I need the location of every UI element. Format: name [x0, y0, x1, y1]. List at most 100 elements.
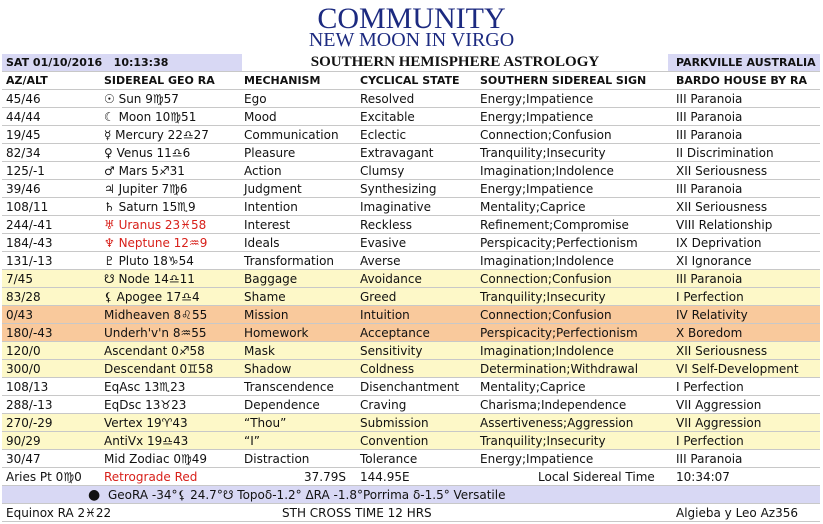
cell: Energy;Impatience — [480, 110, 594, 124]
cell: Synthesizing — [360, 182, 437, 196]
table-row — [2, 342, 820, 360]
cell: Imagination;Indolence — [480, 164, 614, 178]
cell: Eclectic — [360, 128, 407, 142]
lst-label: Local Sidereal Time — [538, 470, 655, 484]
cell: Coldness — [360, 362, 415, 376]
cell: ♂ Mars 5♐31 — [104, 164, 185, 178]
cell: Mission — [244, 308, 289, 322]
cell: Intention — [244, 200, 298, 214]
geo-ra-line: GeoRA -34°⚸ 24.7°☋ Topoδ-1.2° ΔRA -1.8°P… — [108, 488, 506, 502]
table-row — [2, 144, 820, 162]
cell: Perspicacity;Perfectionism — [480, 236, 638, 250]
aries-point: Aries Pt 0♍0 — [6, 470, 82, 484]
cell: Connection;Confusion — [480, 128, 612, 142]
cell: Extravagant — [360, 146, 434, 160]
cross-time: STH CROSS TIME 12 HRS — [282, 506, 432, 520]
cell: Refinement;Compromise — [480, 218, 629, 232]
cell: 300/0 — [6, 362, 41, 376]
cell: Underh'v'n 8♒55 — [104, 326, 207, 340]
cell: Ideals — [244, 236, 280, 250]
cell: Mask — [244, 344, 275, 358]
heading: SOUTHERN HEMISPHERE ASTROLOGY — [310, 54, 600, 70]
cell: VII Aggression — [676, 398, 762, 412]
cell: XI Ignorance — [676, 254, 752, 268]
cell: I Perfection — [676, 380, 744, 394]
table-row — [2, 252, 820, 270]
cell: EqAsc 13♏23 — [104, 380, 186, 394]
cell: 44/44 — [6, 110, 41, 124]
cell: XII Seriousness — [676, 200, 768, 214]
cell: Energy;Impatience — [480, 452, 594, 466]
table-row — [2, 378, 820, 396]
cell: ☾ Moon 10♍51 — [104, 110, 197, 124]
cell: Greed — [360, 290, 397, 304]
table-row — [2, 180, 820, 198]
cell: Convention — [360, 434, 429, 448]
cell: “I” — [244, 434, 260, 448]
moon-icon: ● — [88, 487, 101, 503]
cell: III Paranoia — [676, 128, 743, 142]
cell: Perspicacity;Perfectionism — [480, 326, 638, 340]
column-header: CYCLICAL STATE — [360, 74, 460, 87]
cell: Craving — [360, 398, 407, 412]
cell: Avoidance — [360, 272, 422, 286]
cell: AntiVx 19♎43 — [104, 434, 189, 448]
cell: 90/29 — [6, 434, 41, 448]
cell: 120/0 — [6, 344, 41, 358]
cell: 180/-43 — [6, 326, 53, 340]
cell: Acceptance — [360, 326, 430, 340]
cell: Tranquility;Insecurity — [480, 146, 606, 160]
cell: 244/-41 — [6, 218, 53, 232]
footer-row — [2, 486, 820, 504]
cell: I Perfection — [676, 290, 744, 304]
cell: I Perfection — [676, 434, 744, 448]
table-row — [2, 432, 820, 450]
cell: ☿ Mercury 22♎27 — [104, 128, 209, 142]
cell: XII Seriousness — [676, 344, 768, 358]
table-row — [2, 234, 820, 252]
cell: XII Seriousness — [676, 164, 768, 178]
cell: III Paranoia — [676, 452, 743, 466]
cell: Interest — [244, 218, 291, 232]
subtitle: NEW MOON IN VIRGO — [308, 29, 515, 51]
cell: 288/-13 — [6, 398, 53, 412]
info-center — [242, 54, 668, 72]
column-header: MECHANISM — [244, 74, 321, 87]
cell: ♆ Neptune 12♒9 — [104, 236, 208, 250]
table-row — [2, 216, 820, 234]
table-row — [2, 360, 820, 378]
cell: III Paranoia — [676, 182, 743, 196]
cell: Action — [244, 164, 282, 178]
cell: Mood — [244, 110, 277, 124]
cell: ☉ Sun 9♍57 — [104, 92, 179, 106]
table-row — [2, 306, 820, 324]
cell: Averse — [360, 254, 401, 268]
cell: Mentality;Caprice — [480, 200, 586, 214]
table-row — [2, 108, 820, 126]
table-row — [2, 270, 820, 288]
table-row — [2, 126, 820, 144]
cell: Tranquility;Insecurity — [480, 434, 606, 448]
cell: EqDsc 13♉23 — [104, 398, 187, 412]
cell: Connection;Confusion — [480, 272, 612, 286]
cell: Dependence — [244, 398, 320, 412]
cell: Ego — [244, 92, 267, 106]
column-header: BARDO HOUSE BY RA — [676, 74, 807, 87]
cell: Imagination;Indolence — [480, 254, 614, 268]
cell: Mid Zodiac 0♍49 — [104, 452, 208, 466]
star: Algieba y Leo Az356 — [676, 506, 799, 520]
cell: Intuition — [360, 308, 410, 322]
table-row — [2, 414, 820, 432]
cell: Imagination;Indolence — [480, 344, 614, 358]
cell: Transcendence — [244, 380, 334, 394]
cell: “Thou” — [244, 416, 287, 430]
cell: Distraction — [244, 452, 310, 466]
lst: 10:34:07 — [676, 470, 730, 484]
cell: X Boredom — [676, 326, 743, 340]
cell: ♇ Pluto 18♑54 — [104, 254, 194, 268]
cell: II Discrimination — [676, 146, 774, 160]
cell: 108/13 — [6, 380, 49, 394]
title: COMMUNITY — [317, 2, 506, 35]
cell: ♄ Saturn 15♏9 — [104, 200, 196, 214]
cell: VI Self-Development — [676, 362, 799, 376]
